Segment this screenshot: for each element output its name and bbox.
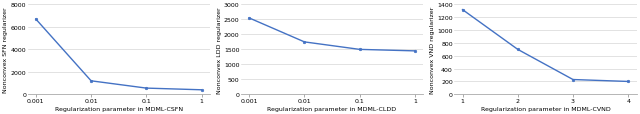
Y-axis label: Nonconvex LDD regularizer: Nonconvex LDD regularizer	[217, 7, 222, 93]
Y-axis label: Nonconvex SFN regularizer: Nonconvex SFN regularizer	[3, 8, 8, 92]
Y-axis label: Nonconvex VND regularizer: Nonconvex VND regularizer	[430, 7, 435, 93]
X-axis label: Regularization parameter in MDML-CLDD: Regularization parameter in MDML-CLDD	[268, 106, 397, 111]
X-axis label: Regularization parameter in MDML-CVND: Regularization parameter in MDML-CVND	[481, 106, 611, 111]
X-axis label: Regularization parameter in MDML-CSFN: Regularization parameter in MDML-CSFN	[54, 106, 183, 111]
